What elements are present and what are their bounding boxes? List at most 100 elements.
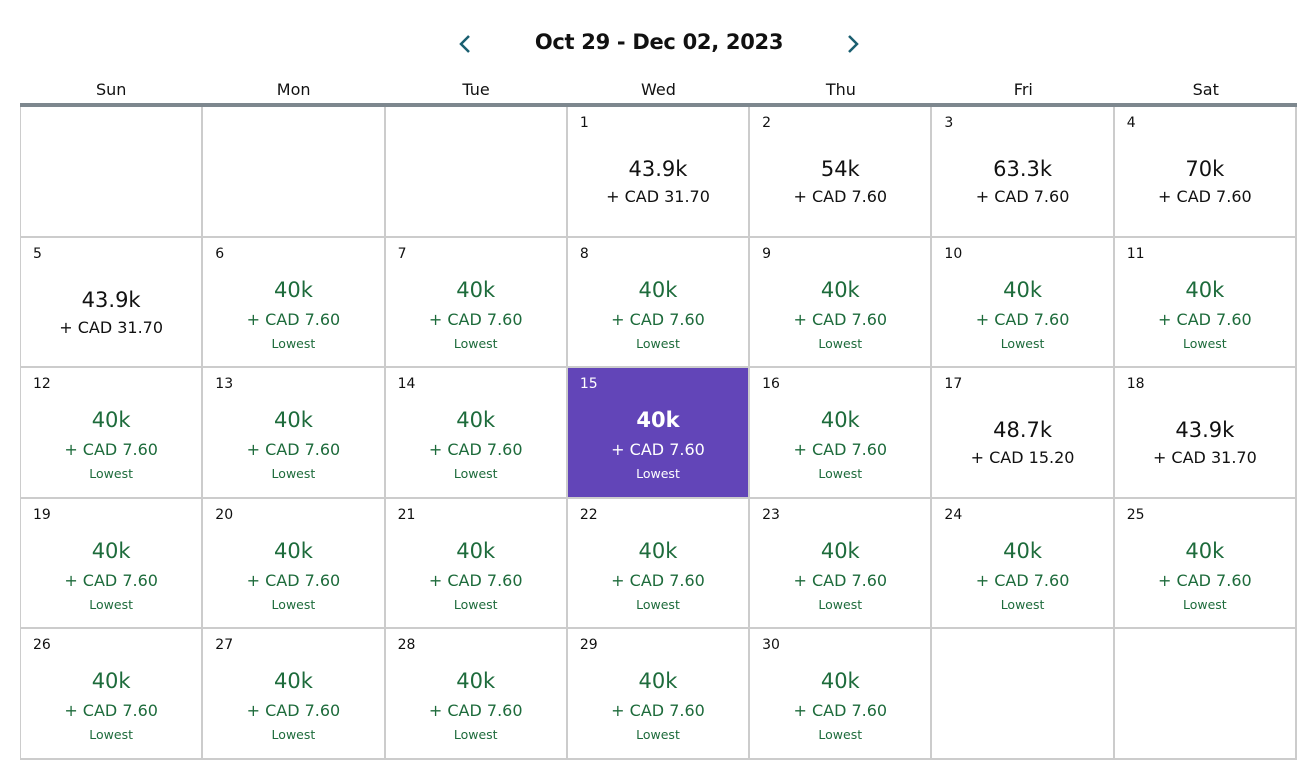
- day-cell[interactable]: 4 70k + CAD 7.60: [1114, 107, 1297, 238]
- points-price: 40k: [1003, 277, 1042, 302]
- lowest-badge: Lowest: [271, 466, 316, 482]
- empty-cell: [1114, 629, 1297, 760]
- cash-fee: + CAD 7.60: [428, 570, 523, 590]
- day-number: 12: [33, 376, 51, 393]
- day-cell[interactable]: 22 40k + CAD 7.60 Lowest: [567, 498, 751, 630]
- day-number: 21: [397, 506, 416, 523]
- day-number: 28: [397, 637, 416, 654]
- cash-fee: + CAD 7.60: [611, 440, 705, 460]
- day-cell[interactable]: 17 48.7k + CAD 15.20: [932, 368, 1115, 499]
- empty-cell: [203, 107, 386, 238]
- day-cell[interactable]: 21 40k + CAD 7.60 Lowest: [385, 498, 568, 630]
- points-price: 40k: [1185, 538, 1225, 563]
- cash-fee: + CAD 7.60: [428, 701, 523, 721]
- points-price: 40k: [820, 277, 860, 302]
- cash-fee: + CAD 7.60: [1158, 570, 1252, 590]
- points-price: 48.7k: [993, 418, 1053, 443]
- day-number: 24: [944, 506, 963, 523]
- day-cell[interactable]: 14 40k + CAD 7.60 Lowest: [385, 368, 568, 499]
- day-cell[interactable]: 1 43.9k + CAD 31.70: [567, 107, 751, 238]
- day-cell[interactable]: 25 40k + CAD 7.60 Lowest: [1114, 498, 1297, 630]
- points-price: 40k: [273, 408, 313, 433]
- day-cell[interactable]: 9 40k + CAD 7.60 Lowest: [750, 237, 933, 369]
- day-number: 23: [762, 506, 780, 523]
- day-cell[interactable]: 6 40k + CAD 7.60 Lowest: [203, 237, 386, 369]
- day-cell[interactable]: 29 40k + CAD 7.60 Lowest: [567, 629, 751, 760]
- day-cell[interactable]: 28 40k + CAD 7.60 Lowest: [385, 629, 568, 760]
- day-cell[interactable]: 11 40k + CAD 7.60 Lowest: [1114, 237, 1297, 369]
- lowest-badge: Lowest: [1000, 596, 1045, 612]
- weekday-label: Mon: [276, 80, 311, 99]
- day-number: 15: [579, 376, 598, 393]
- points-price: 43.9k: [628, 157, 688, 181]
- points-price: 40k: [1185, 277, 1225, 302]
- day-number: 1: [579, 115, 589, 131]
- cash-fee: + CAD 7.60: [611, 309, 705, 329]
- weekday-label: Wed: [641, 80, 676, 99]
- lowest-badge: Lowest: [636, 596, 680, 612]
- day-cell[interactable]: 27 40k + CAD 7.60 Lowest: [203, 629, 386, 760]
- day-cell[interactable]: 30 40k + CAD 7.60 Lowest: [750, 629, 933, 760]
- day-cell[interactable]: 19 40k + CAD 7.60 Lowest: [21, 498, 204, 630]
- lowest-badge: Lowest: [818, 596, 863, 612]
- day-cell[interactable]: 16 40k + CAD 7.60 Lowest: [750, 368, 933, 499]
- lowest-badge: Lowest: [271, 727, 316, 743]
- weekday-label: Sun: [95, 80, 127, 99]
- cash-fee: + CAD 7.60: [246, 440, 341, 460]
- lowest-badge: Lowest: [89, 596, 133, 612]
- day-cell[interactable]: 3 63.3k + CAD 7.60: [932, 107, 1115, 238]
- day-cell[interactable]: 20 40k + CAD 7.60 Lowest: [203, 498, 386, 630]
- chevron-right-icon: [848, 35, 859, 53]
- points-price: 43.9k: [1175, 418, 1235, 443]
- cash-fee: + CAD 7.60: [611, 701, 705, 721]
- cash-fee: + CAD 7.60: [246, 309, 341, 329]
- lowest-badge: Lowest: [818, 727, 863, 743]
- day-cell[interactable]: 5 43.9k + CAD 31.70: [21, 237, 204, 369]
- cash-fee: + CAD 7.60: [975, 187, 1070, 206]
- next-range-button[interactable]: [838, 28, 868, 60]
- weekday-header: Sun Mon Tue Wed Thu Fri Sat: [20, 80, 1297, 99]
- prev-range-button[interactable]: [450, 28, 480, 60]
- cash-fee: + CAD 7.60: [1158, 187, 1252, 206]
- day-cell[interactable]: 23 40k + CAD 7.60 Lowest: [750, 498, 933, 630]
- cash-fee: + CAD 31.70: [606, 187, 710, 206]
- day-number: 8: [579, 245, 589, 262]
- cash-fee: + CAD 31.70: [59, 317, 164, 337]
- day-cell[interactable]: 8 40k + CAD 7.60 Lowest: [567, 237, 751, 369]
- lowest-badge: Lowest: [636, 335, 680, 351]
- day-cell-selected[interactable]: 15 40k + CAD 7.60 Lowest: [567, 368, 751, 499]
- day-number: 10: [944, 245, 963, 262]
- points-price: 40k: [456, 277, 496, 302]
- cash-fee: + CAD 7.60: [793, 187, 888, 206]
- day-cell[interactable]: 12 40k + CAD 7.60 Lowest: [21, 368, 204, 499]
- cash-fee: + CAD 7.60: [246, 570, 341, 590]
- points-price: 40k: [273, 277, 313, 302]
- cash-fee: + CAD 7.60: [64, 701, 158, 721]
- day-cell[interactable]: 13 40k + CAD 7.60 Lowest: [203, 368, 386, 499]
- day-number: 30: [762, 637, 780, 654]
- day-number: 19: [33, 506, 51, 523]
- day-number: 2: [762, 115, 772, 131]
- day-number: 29: [579, 637, 598, 654]
- lowest-badge: Lowest: [1000, 335, 1045, 351]
- day-cell[interactable]: 7 40k + CAD 7.60 Lowest: [385, 237, 568, 369]
- cash-fee: + CAD 7.60: [975, 570, 1070, 590]
- day-cell[interactable]: 18 43.9k + CAD 31.70: [1114, 368, 1297, 499]
- day-number: 18: [1126, 376, 1145, 393]
- day-cell[interactable]: 2 54k + CAD 7.60: [750, 107, 933, 238]
- month-navigator: Oct 29 - Dec 02, 2023: [0, 28, 1313, 60]
- day-cell[interactable]: 10 40k + CAD 7.60 Lowest: [932, 237, 1115, 369]
- lowest-badge: Lowest: [818, 466, 863, 482]
- cash-fee: + CAD 7.60: [611, 570, 705, 590]
- points-price: 40k: [91, 408, 131, 433]
- cash-fee: + CAD 7.60: [975, 309, 1070, 329]
- lowest-badge: Lowest: [271, 335, 316, 351]
- lowest-badge: Lowest: [636, 727, 680, 743]
- day-cell[interactable]: 26 40k + CAD 7.60 Lowest: [21, 629, 204, 760]
- points-price: 40k: [820, 669, 860, 694]
- points-price: 40k: [456, 408, 496, 433]
- cash-fee: + CAD 15.20: [970, 448, 1075, 468]
- cash-fee: + CAD 7.60: [428, 440, 523, 460]
- points-price: 40k: [273, 669, 313, 694]
- day-cell[interactable]: 24 40k + CAD 7.60 Lowest: [932, 498, 1115, 630]
